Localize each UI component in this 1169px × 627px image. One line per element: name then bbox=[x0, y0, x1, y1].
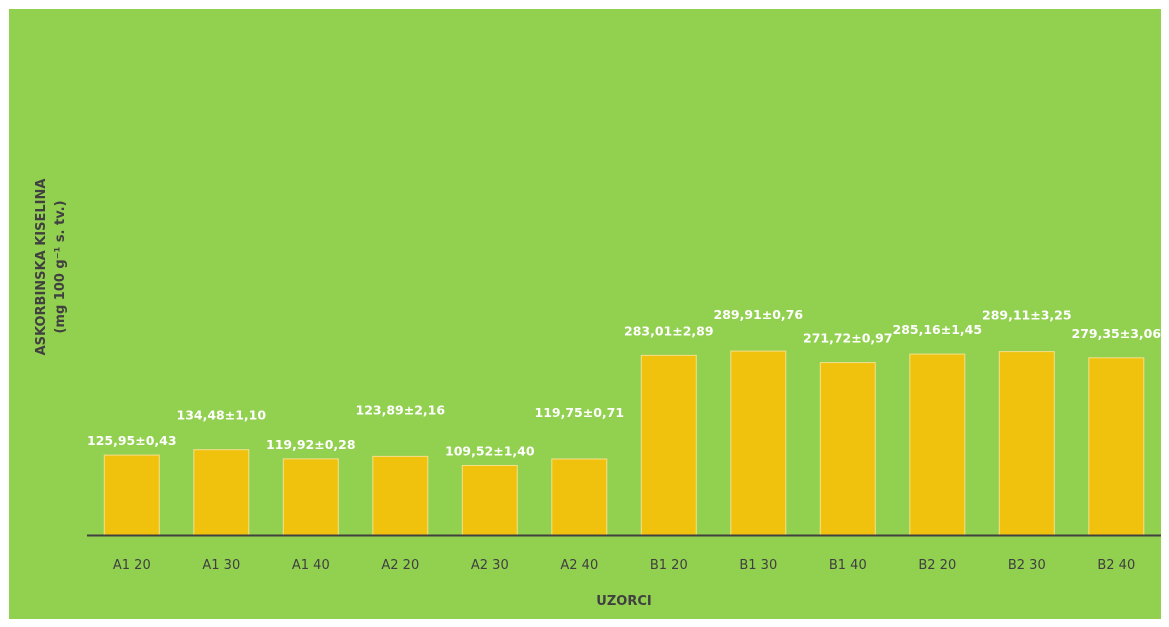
bar-b2-40 bbox=[1088, 357, 1145, 536]
bar-a2-30 bbox=[461, 465, 518, 536]
x-tick-label: A1 30 bbox=[202, 558, 240, 573]
x-tick-label: B2 30 bbox=[1008, 558, 1046, 573]
bar-b2-20 bbox=[909, 353, 966, 536]
data-label: 123,89±2,16 bbox=[356, 402, 446, 417]
bar-b1-40 bbox=[819, 362, 876, 536]
data-label: 119,75±0,71 bbox=[535, 405, 625, 420]
bar-a2-20 bbox=[372, 455, 429, 536]
x-tick-label: B1 20 bbox=[650, 558, 688, 573]
x-tick-label: B1 30 bbox=[739, 558, 777, 573]
x-tick-label: B2 20 bbox=[918, 558, 956, 573]
data-label: 279,35±3,06 bbox=[1072, 326, 1161, 341]
bar-a1-40 bbox=[282, 458, 339, 536]
data-label: 271,72±0,97 bbox=[803, 331, 893, 346]
x-tick-label: B2 40 bbox=[1097, 558, 1135, 573]
bar-a1-20 bbox=[103, 454, 160, 536]
x-tick-label: A1 20 bbox=[113, 558, 151, 573]
bar-a1-30 bbox=[193, 449, 250, 536]
data-label: 289,91±0,76 bbox=[714, 307, 804, 322]
data-label: 109,52±1,40 bbox=[445, 444, 535, 459]
y-axis-title-line1: ASKORBINSKA KISELINA bbox=[34, 179, 49, 356]
x-tick-label: A2 40 bbox=[560, 558, 598, 573]
data-label: 283,01±2,89 bbox=[624, 323, 714, 338]
chart-area: 125,95±0,43 134,48±1,10 119,92±0,28 123,89±… bbox=[9, 9, 1161, 619]
x-tick-label: B1 40 bbox=[829, 558, 867, 573]
data-label: 125,95±0,43 bbox=[87, 433, 177, 448]
x-tick-label: A2 30 bbox=[471, 558, 509, 573]
x-tick-label: A1 40 bbox=[292, 558, 330, 573]
x-tick-labels-group: A1 20 A1 30 A1 40 A2 20 A2 30 A2 40 B1 20 B1 30… bbox=[113, 558, 1135, 573]
data-label: 285,16±1,45 bbox=[893, 322, 983, 337]
data-label: 119,92±0,28 bbox=[266, 437, 356, 452]
bar-b1-20 bbox=[640, 354, 697, 536]
data-label: 134,48±1,10 bbox=[177, 408, 267, 423]
x-axis-title: UZORCI bbox=[596, 594, 651, 609]
bar-a2-40 bbox=[551, 458, 608, 536]
bar-b2-30 bbox=[998, 351, 1055, 536]
y-axis-title-line2: (mg 100 g⁻¹ s. tv.) bbox=[53, 200, 68, 333]
x-tick-label: A2 20 bbox=[381, 558, 419, 573]
data-label: 289,11±3,25 bbox=[982, 308, 1072, 323]
bar-b1-30 bbox=[730, 350, 787, 536]
bars-group bbox=[103, 350, 1145, 536]
